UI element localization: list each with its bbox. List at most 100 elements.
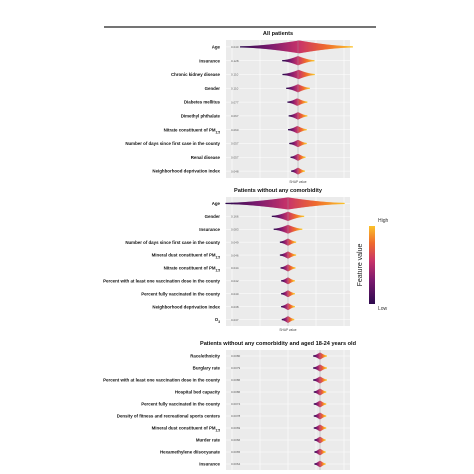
shap-point — [274, 43, 277, 51]
shap-point — [290, 226, 293, 233]
shap-point — [285, 225, 287, 233]
shap-point — [288, 101, 290, 103]
shap-point — [229, 202, 231, 205]
shap-point — [313, 73, 315, 76]
shap-point — [305, 200, 308, 207]
shap-point — [227, 202, 229, 205]
shap-point — [290, 128, 292, 131]
shap-point — [293, 57, 296, 64]
shap-point — [290, 115, 292, 117]
shap-point — [345, 46, 348, 48]
shap-point — [348, 46, 350, 48]
shap-point — [274, 199, 276, 208]
shap-point — [303, 41, 305, 53]
shap-point — [299, 215, 301, 218]
shap-point — [247, 201, 249, 206]
shap-point — [293, 114, 295, 118]
shap-point — [304, 41, 306, 53]
shap-point — [289, 58, 291, 63]
shap-point — [297, 98, 299, 106]
shap-point — [308, 42, 310, 52]
shap-point — [291, 41, 293, 53]
shap-point — [292, 142, 295, 145]
shap-point — [338, 45, 341, 49]
shap-point — [245, 46, 247, 48]
shap-point — [303, 114, 306, 117]
panel-1: All patients Age 0.040 Insurance 0.128 Chroni… — [125, 31, 353, 184]
shap-point — [243, 202, 245, 205]
shap-point — [299, 140, 301, 147]
shap-point — [349, 46, 351, 48]
shap-point — [290, 41, 292, 53]
shap-point — [293, 141, 295, 146]
shap-point — [284, 59, 287, 62]
shap-point — [308, 87, 310, 89]
shap-point — [290, 212, 292, 220]
shap-point — [327, 202, 330, 205]
shap-point — [288, 41, 291, 52]
shap-point — [310, 42, 313, 52]
shap-point — [269, 44, 271, 50]
feature-label-age: Age — [212, 201, 221, 206]
shap-point — [307, 73, 310, 76]
shap-point — [301, 100, 304, 104]
shap-point — [293, 214, 296, 219]
shap-point — [316, 43, 319, 51]
shap-point — [305, 41, 308, 53]
shap-point — [308, 200, 310, 207]
shap-point — [283, 60, 285, 62]
shap-point — [270, 44, 273, 50]
shap-point — [262, 45, 264, 49]
feature-label-percent-with-at-least-one-vaccination-dose-in-the-county: Percent with at least one vaccination do… — [103, 278, 220, 283]
shap-point — [258, 45, 261, 49]
shap-point — [268, 44, 270, 50]
shap-point — [264, 44, 266, 49]
shap-point — [303, 101, 305, 104]
shap-point — [284, 73, 286, 76]
shap-point — [285, 42, 288, 52]
shap-point — [320, 43, 322, 51]
shap-point — [269, 199, 271, 208]
shap-point — [306, 87, 308, 90]
shap-point — [300, 199, 302, 208]
shap-point — [309, 59, 311, 62]
shap-point — [343, 46, 346, 48]
shap-point — [294, 227, 296, 231]
importance-value: 0.166 — [231, 215, 239, 219]
shap-point — [332, 45, 334, 49]
shap-point — [287, 59, 289, 63]
shap-point — [270, 199, 272, 208]
shap-point — [300, 57, 302, 65]
shap-point — [333, 202, 335, 205]
shap-point — [297, 228, 299, 231]
shap-point — [264, 200, 267, 207]
feature-label-burglary-rate: Burglary rate — [193, 366, 221, 371]
shap-point — [324, 439, 326, 441]
importance-value: 0.042 — [231, 279, 239, 283]
shap-point — [307, 72, 309, 77]
shap-point — [297, 126, 300, 133]
shap-point — [330, 202, 332, 205]
shap-point — [291, 100, 293, 104]
shap-point — [298, 199, 300, 208]
shap-point — [305, 115, 307, 117]
shap-point — [289, 128, 291, 131]
shap-point — [277, 43, 279, 51]
shap-point — [307, 59, 309, 63]
shap-point — [314, 42, 316, 51]
shap-point — [301, 142, 304, 145]
shap-point — [317, 201, 320, 206]
shap-point — [283, 59, 286, 62]
shap-point — [296, 56, 298, 65]
shap-point — [300, 141, 302, 146]
shap-point — [288, 197, 290, 210]
shap-point — [298, 84, 300, 92]
shap-point — [278, 228, 280, 231]
shap-point — [312, 60, 314, 62]
shap-point — [321, 44, 324, 50]
shap-point — [343, 45, 345, 48]
shap-point — [249, 201, 252, 206]
shap-point — [294, 241, 297, 243]
shap-point — [244, 202, 246, 205]
shap-point — [293, 41, 295, 53]
